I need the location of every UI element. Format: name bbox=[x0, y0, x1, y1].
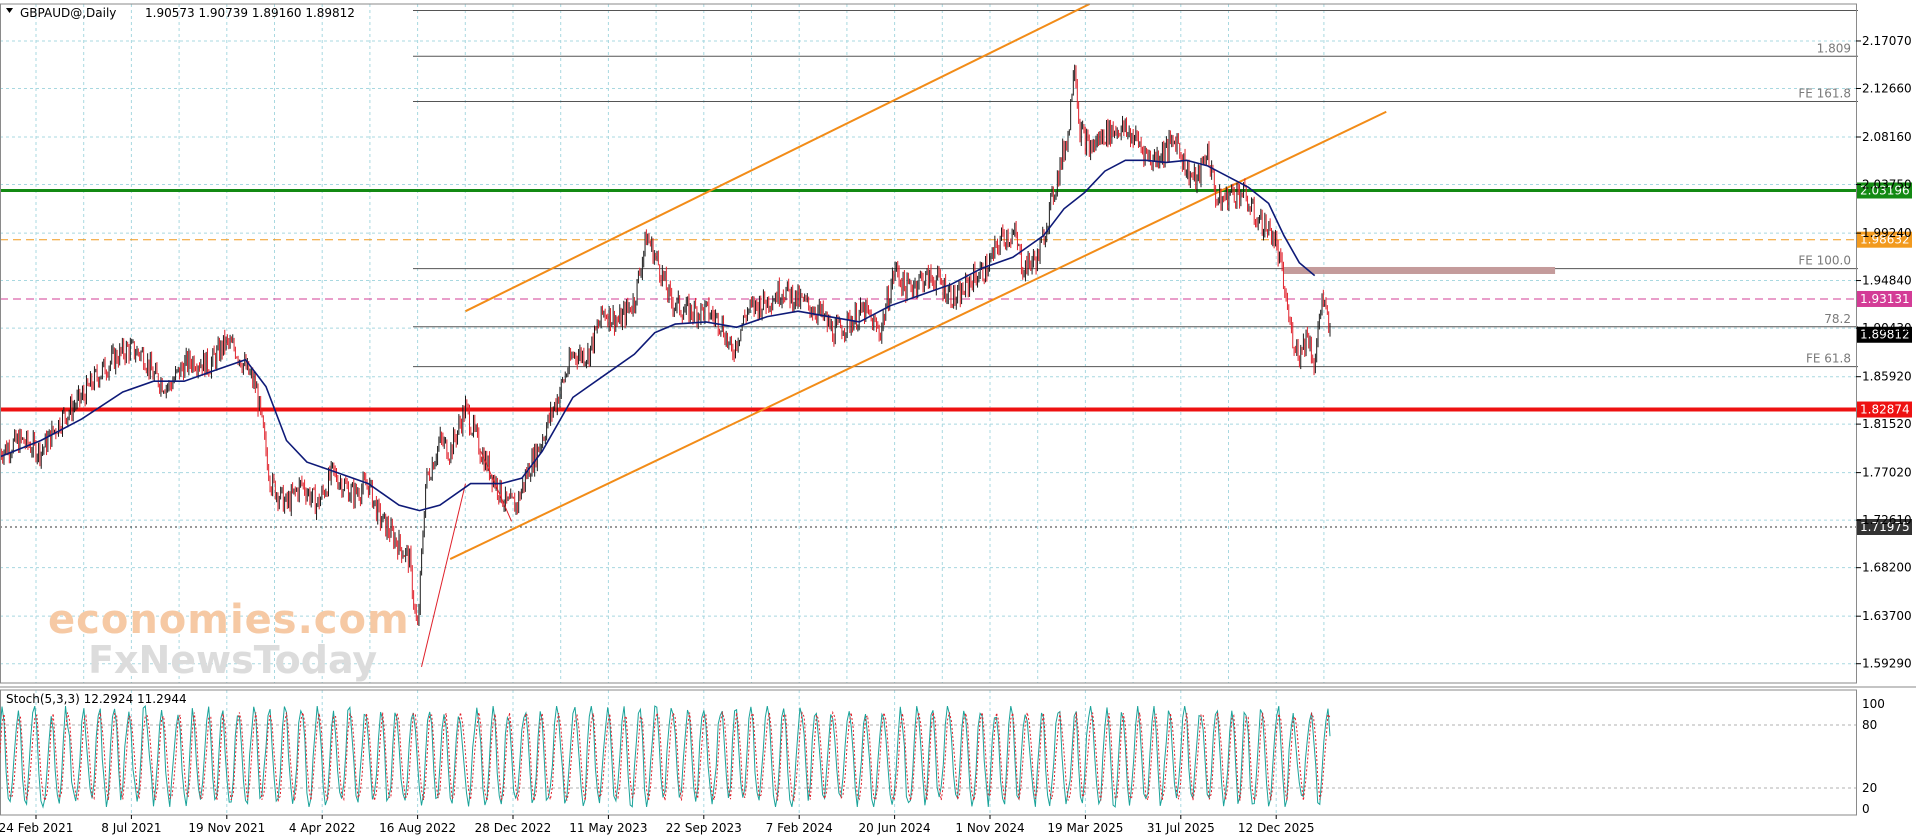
price-tick-label: 1.72610 bbox=[1862, 513, 1912, 527]
stoch-header: Stoch(5,3,3) 12.2924 11.2944 bbox=[6, 692, 187, 706]
price-tick-label: 1.81520 bbox=[1862, 417, 1912, 431]
level-price-tag bbox=[1857, 290, 1912, 307]
price-tick-label: 2.17070 bbox=[1862, 34, 1912, 48]
stoch-tick-label: 100 bbox=[1862, 697, 1885, 711]
price-channel bbox=[449, 3, 1387, 560]
time-tick-label: 20 Jun 2024 bbox=[859, 821, 931, 835]
zigzag-line bbox=[421, 483, 466, 667]
price-tick-label: 1.59290 bbox=[1862, 657, 1912, 671]
ma-line bbox=[0, 159, 1316, 512]
channel-line-lower bbox=[449, 110, 1387, 560]
time-tick-label: 7 Feb 2024 bbox=[766, 821, 833, 835]
level-price-text: 1.89812 bbox=[1860, 328, 1910, 342]
price-tick-label: 1.63700 bbox=[1862, 609, 1912, 623]
time-tick-label: 28 Dec 2022 bbox=[475, 821, 552, 835]
fibo-label: FE 61.8 bbox=[1806, 352, 1851, 366]
fibo-label: FE 100.0 bbox=[1798, 254, 1851, 268]
price-tick-label: 1.94840 bbox=[1862, 274, 1912, 288]
dropdown-arrow-icon[interactable] bbox=[6, 8, 13, 13]
price-tick-label: 1.68200 bbox=[1862, 561, 1912, 575]
chart-ohlc: 1.90573 1.90739 1.89160 1.89812 bbox=[145, 6, 355, 20]
stoch-d-line bbox=[0, 710, 1331, 803]
price-frame bbox=[0, 3, 1857, 684]
price-tick-label: 1.77020 bbox=[1862, 466, 1912, 480]
level-price-tag bbox=[1857, 231, 1912, 248]
resistance-zone-box bbox=[1283, 266, 1556, 274]
price-tick-label: 2.12660 bbox=[1862, 81, 1912, 95]
stoch-tick-label: 0 bbox=[1862, 802, 1870, 816]
price-tick-label: 1.99240 bbox=[1862, 226, 1912, 240]
moving-average bbox=[0, 159, 1316, 512]
watermark-sub: FxNewsToday bbox=[88, 638, 377, 682]
time-tick-label: 1 Nov 2024 bbox=[955, 821, 1024, 835]
watermark: economies.com FxNewsToday bbox=[48, 597, 410, 682]
level-price-tag bbox=[1857, 182, 1912, 199]
time-tick-label: 19 Mar 2025 bbox=[1047, 821, 1123, 835]
stoch-tick-label: 20 bbox=[1862, 781, 1877, 795]
stoch-tick-label: 80 bbox=[1862, 718, 1877, 732]
stochastic-panel bbox=[0, 686, 1916, 816]
time-tick-label: 24 Feb 2021 bbox=[0, 821, 73, 835]
level-price-text: 1.82874 bbox=[1860, 403, 1910, 417]
price-tick-label: 2.03750 bbox=[1862, 178, 1912, 192]
resistance-zone bbox=[1283, 266, 1556, 274]
level-price-tag bbox=[1857, 518, 1912, 535]
time-tick-label: 4 Apr 2022 bbox=[289, 821, 356, 835]
horizontal-levels bbox=[0, 188, 1856, 528]
channel-line-upper bbox=[465, 3, 1091, 313]
axes: 2.03196 1.98632 1.93131 1.89812 1.82874 1.719… bbox=[0, 3, 1912, 835]
level-price-text: 1.71975 bbox=[1860, 520, 1910, 534]
level-price-text: 1.93131 bbox=[1860, 292, 1910, 306]
price-tick-label: 1.90430 bbox=[1862, 321, 1912, 335]
time-tick-label: 22 Sep 2023 bbox=[666, 821, 742, 835]
price-series bbox=[0, 64, 1331, 667]
price-tick-label: 2.08160 bbox=[1862, 130, 1912, 144]
zigzag-line bbox=[480, 451, 512, 522]
level-price-text: 1.98632 bbox=[1860, 233, 1910, 247]
grid bbox=[0, 4, 1856, 815]
price-tick-label: 1.85920 bbox=[1862, 370, 1912, 384]
level-price-tag bbox=[1857, 326, 1912, 343]
chart-symbol: GBPAUD@,Daily bbox=[20, 6, 116, 20]
fibo-label: FE 161.8 bbox=[1798, 87, 1851, 101]
level-price-text: 2.03196 bbox=[1860, 183, 1910, 197]
time-tick-label: 11 May 2023 bbox=[569, 821, 647, 835]
time-tick-label: 8 Jul 2021 bbox=[101, 821, 161, 835]
fibo-label: 78.2 bbox=[1824, 312, 1851, 326]
time-tick-label: 31 Jul 2025 bbox=[1147, 821, 1215, 835]
fibo-levels: 1.809 FE 161.8 FE 100.0 78.2 FE 61.8 bbox=[413, 9, 1858, 368]
watermark-brand: economies.com bbox=[48, 597, 410, 643]
fibo-label: 1.809 bbox=[1817, 41, 1851, 55]
time-tick-label: 12 Dec 2025 bbox=[1238, 821, 1315, 835]
level-price-tag bbox=[1857, 401, 1912, 418]
time-tick-label: 19 Nov 2021 bbox=[188, 821, 265, 835]
time-tick-label: 16 Aug 2022 bbox=[379, 821, 456, 835]
